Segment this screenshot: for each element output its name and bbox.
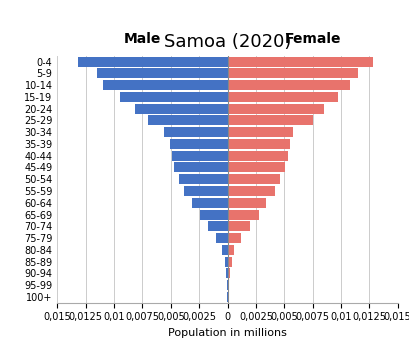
Bar — [225, 268, 227, 278]
Bar — [171, 151, 227, 161]
Bar — [169, 139, 227, 149]
Bar — [178, 174, 227, 184]
Bar — [200, 209, 227, 220]
Bar — [78, 57, 227, 66]
Bar — [134, 104, 227, 114]
Bar — [97, 68, 227, 78]
Bar — [148, 116, 227, 125]
Bar — [227, 186, 274, 196]
Bar — [192, 198, 227, 208]
Bar — [226, 280, 227, 290]
Bar — [221, 245, 227, 255]
Bar — [227, 92, 337, 102]
Bar — [119, 92, 227, 102]
Bar — [216, 233, 227, 243]
Bar — [227, 127, 292, 137]
Text: Female: Female — [284, 32, 340, 46]
Bar — [227, 57, 372, 66]
Bar — [227, 163, 285, 173]
Bar — [227, 233, 240, 243]
Bar — [227, 116, 312, 125]
Bar — [174, 163, 227, 173]
Bar — [227, 174, 279, 184]
Bar — [227, 68, 357, 78]
Text: Male: Male — [124, 32, 161, 46]
Bar — [227, 268, 229, 278]
Bar — [227, 151, 287, 161]
Bar — [208, 221, 227, 231]
Bar — [103, 80, 227, 90]
Bar — [227, 139, 289, 149]
Bar — [227, 280, 228, 290]
Title: Samoa (2020): Samoa (2020) — [164, 33, 290, 52]
Bar — [227, 104, 323, 114]
Bar — [227, 80, 349, 90]
Bar — [227, 221, 249, 231]
Bar — [227, 198, 265, 208]
Bar — [164, 127, 227, 137]
Bar — [227, 256, 231, 267]
Bar — [184, 186, 227, 196]
Bar — [227, 245, 234, 255]
Bar — [224, 256, 227, 267]
X-axis label: Population in millions: Population in millions — [168, 328, 286, 338]
Bar — [227, 209, 258, 220]
